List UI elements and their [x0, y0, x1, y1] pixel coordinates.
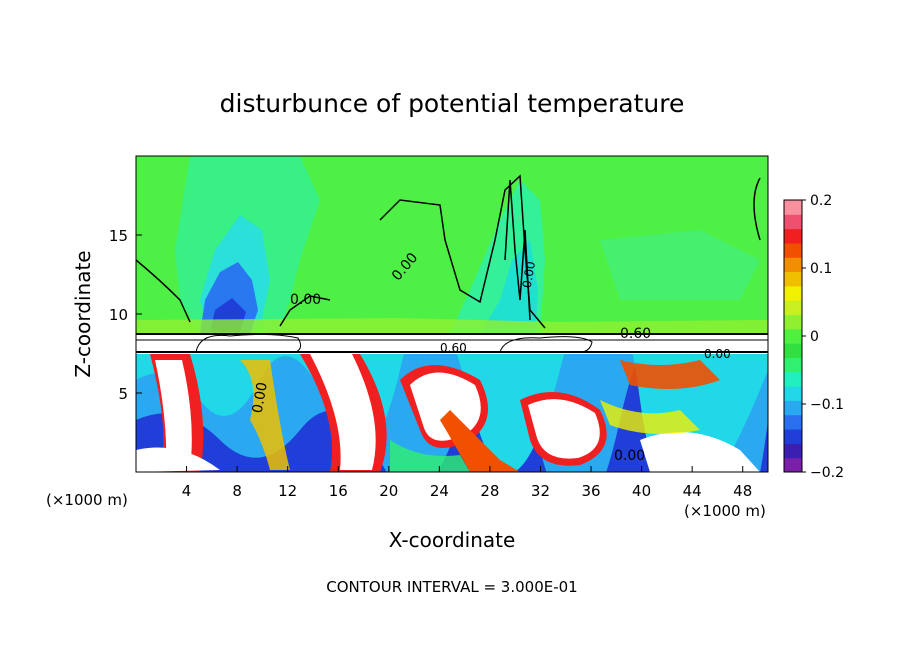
contour-label-1: 0.00	[290, 292, 321, 308]
colorbar-swatch	[784, 357, 802, 373]
colorbar-swatch	[784, 228, 802, 244]
x-unit-label: (×1000 m)	[46, 491, 128, 509]
x-tick-label: 40	[632, 482, 651, 500]
colorbar-ticks: 0.2 0.1 0 −0.1 −0.2	[802, 193, 844, 481]
plot-area	[136, 156, 768, 472]
contour-label-7: 0.00	[704, 347, 731, 361]
x-tick-label: 32	[531, 482, 550, 500]
x-tick-label: 20	[379, 482, 398, 500]
contour-label-3: 0.00	[250, 381, 271, 414]
colorbar-tick-label: 0	[810, 329, 819, 345]
y-tick-label: 15	[109, 227, 128, 245]
contour-label-5: 0.60	[440, 341, 467, 355]
colorbar-swatch	[784, 300, 802, 316]
colorbar-swatch	[784, 328, 802, 344]
y-axis-ticks: 5 10 15	[109, 227, 142, 403]
colorbar-tick-label: −0.2	[810, 465, 844, 481]
colorbar-swatch	[784, 400, 802, 416]
contour-label-6: 0.00	[520, 260, 538, 289]
colorbar-tick-label: 0.1	[810, 261, 832, 277]
colorbar-swatch	[784, 242, 802, 258]
y-unit-label: (×1000 m)	[684, 502, 766, 520]
x-tick-label: 28	[480, 482, 499, 500]
y-axis-label: Z-coordinate	[71, 250, 95, 377]
x-tick-label: 36	[581, 482, 600, 500]
colorbar-swatch	[784, 200, 802, 215]
contour-zero-upper	[136, 174, 761, 329]
contour-vertical-cluster	[504, 179, 531, 321]
x-tick-label: 4	[182, 482, 192, 500]
colorbar-swatch	[784, 429, 802, 444]
colorbar-swatch	[784, 371, 802, 387]
y-tick-label: 5	[118, 385, 128, 403]
colorbar-tick-label: −0.1	[810, 397, 844, 413]
y-tick-label: 10	[109, 306, 128, 324]
colorbar-tick-label: 0.2	[810, 193, 832, 209]
colorbar-swatch	[784, 314, 802, 330]
inversion-band	[136, 334, 768, 354]
colorbar-swatch	[784, 386, 802, 401]
colorbar-swatch	[784, 285, 802, 301]
contour-label-8: 0.00	[614, 448, 645, 464]
x-tick-label: 44	[683, 482, 702, 500]
lower-layer-field	[136, 354, 768, 472]
x-tick-label: 12	[278, 482, 297, 500]
contour-label-4: 0.60	[620, 326, 651, 342]
colorbar-swatch	[784, 457, 802, 473]
x-axis-ticks: 4 8 12 16 20 24 28 32 36 40 44 48	[182, 466, 752, 500]
x-tick-label: 16	[329, 482, 348, 500]
colorbar-swatch	[784, 414, 802, 430]
upper-yellowgreen-band	[136, 318, 768, 334]
x-axis-label: X-coordinate	[389, 528, 516, 552]
x-tick-label: 8	[232, 482, 242, 500]
contour-interval-note: CONTOUR INTERVAL = 3.000E-01	[326, 578, 577, 596]
colorbar-swatch	[784, 443, 802, 459]
x-tick-label: 48	[733, 482, 752, 500]
colorbar-swatch	[784, 257, 802, 273]
upper-cyan-core	[480, 240, 538, 334]
colorbar-swatch	[784, 214, 802, 230]
chart-title: disturbunce of potential temperature	[220, 89, 685, 118]
colorbar-swatch	[784, 271, 802, 287]
upper-right-cyan	[600, 230, 760, 300]
x-tick-label: 24	[430, 482, 449, 500]
colorbar-swatch	[784, 343, 802, 358]
colorbar	[784, 200, 802, 473]
